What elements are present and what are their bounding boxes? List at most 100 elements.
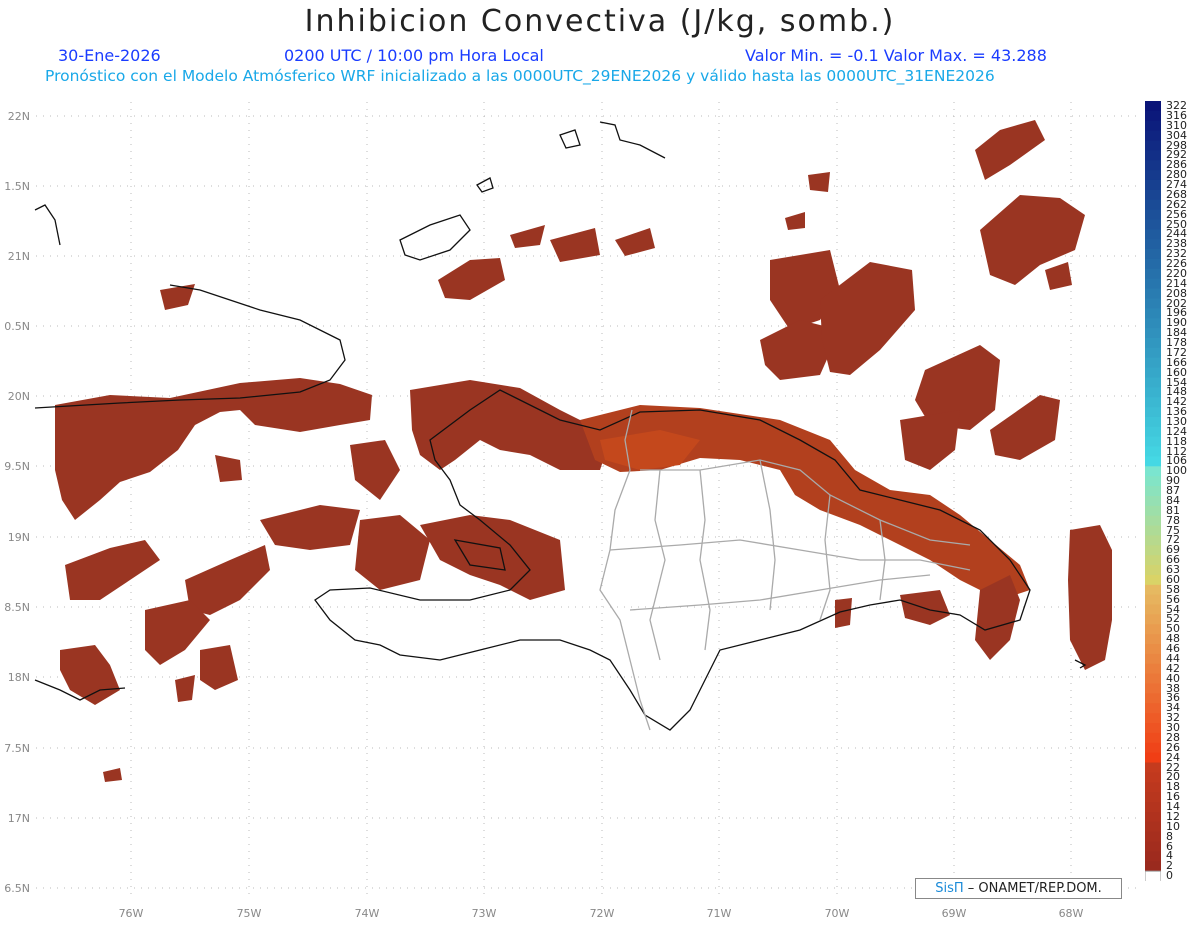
lat-label: 19N xyxy=(7,531,30,544)
colorbar-tick-label: 190 xyxy=(1166,316,1187,330)
colorbar-tick-label: 238 xyxy=(1166,237,1187,251)
colorbar-swatch xyxy=(1145,693,1161,704)
lat-label: 1.5N xyxy=(4,180,30,193)
colorbar-tick-label: 34 xyxy=(1166,701,1180,715)
colorbar-swatch xyxy=(1145,397,1161,408)
colorbar-swatch xyxy=(1145,782,1161,793)
credit-box: SisΠ – ONAMET/REP.DOM. xyxy=(915,878,1122,899)
colorbar-swatch xyxy=(1145,258,1161,270)
lat-label: 7.5N xyxy=(4,742,30,755)
colorbar-tick-label: 100 xyxy=(1166,464,1187,478)
cin-shading xyxy=(55,120,1112,782)
colorbar-swatch xyxy=(1145,199,1161,211)
colorbar-swatch xyxy=(1145,772,1161,783)
colorbar-tick-label: 14 xyxy=(1166,800,1180,813)
colorbar-tick-label: 38 xyxy=(1166,681,1180,695)
colorbar-swatch xyxy=(1145,495,1161,507)
lon-label: 70W xyxy=(824,907,850,920)
colorbar-tick-label: 72 xyxy=(1166,533,1180,547)
colorbar-tick-label: 166 xyxy=(1166,355,1187,369)
colorbar-swatch xyxy=(1145,298,1161,309)
colorbar-tick-label: 148 xyxy=(1166,385,1187,399)
colorbar-tick-label: 172 xyxy=(1166,345,1187,359)
colorbar-swatch xyxy=(1145,357,1161,369)
colorbar-tick-label: 232 xyxy=(1166,247,1187,261)
colorbar-swatch xyxy=(1145,505,1161,517)
colorbar-tick-label: 250 xyxy=(1166,217,1187,231)
colorbar-swatch xyxy=(1145,742,1161,754)
grid-lines xyxy=(36,102,1138,898)
colorbar-swatch xyxy=(1145,555,1161,566)
colorbar-tick-label: 322 xyxy=(1166,99,1187,112)
colorbar-tick-label: 256 xyxy=(1166,207,1187,221)
colorbar-swatch xyxy=(1145,466,1161,477)
colorbar-swatch xyxy=(1145,614,1161,625)
lon-label: 76W xyxy=(118,907,144,920)
colorbar-tick-label: 220 xyxy=(1166,266,1187,280)
lat-label: 17N xyxy=(7,812,30,825)
colorbar-swatch xyxy=(1145,347,1161,359)
colorbar-swatch xyxy=(1145,802,1161,813)
colorbar-tick-label: 226 xyxy=(1166,257,1187,270)
value-min-max: Valor Min. = -0.1 Valor Max. = 43.288 xyxy=(745,46,1047,65)
colorbar-tick-label: 52 xyxy=(1166,612,1180,626)
colorbar-tick-label: 118 xyxy=(1166,434,1187,448)
colorbar-swatch xyxy=(1145,288,1161,300)
colorbar-tick-label: 8 xyxy=(1166,829,1173,843)
colorbar-tick-label: 4 xyxy=(1166,849,1173,863)
colorbar-swatch xyxy=(1145,179,1161,191)
colorbar-tick-label: 56 xyxy=(1166,592,1180,606)
colorbar-swatch xyxy=(1145,644,1161,655)
lat-label: 21N xyxy=(7,250,30,263)
colorbar-tick-label: 214 xyxy=(1166,276,1187,290)
colorbar-tick-label: 60 xyxy=(1166,572,1180,586)
colorbar-swatch xyxy=(1145,594,1161,606)
colorbar-tick-label: 18 xyxy=(1166,780,1180,794)
colorbar-swatch xyxy=(1145,653,1161,665)
colorbar-swatch xyxy=(1145,851,1161,862)
credit-text: – ONAMET/REP.DOM. xyxy=(967,881,1102,896)
colorbar-tick-label: 36 xyxy=(1166,691,1180,705)
lat-label: 9.5N xyxy=(4,460,30,473)
lon-label: 69W xyxy=(941,907,967,920)
colorbar-swatch xyxy=(1145,229,1161,240)
colorbar-tick-label: 90 xyxy=(1166,474,1180,488)
colorbar-tick-label: 286 xyxy=(1166,158,1187,172)
province-borders xyxy=(599,409,971,731)
colorbar-tick-label: 280 xyxy=(1166,168,1187,182)
colorbar-swatch xyxy=(1145,792,1161,803)
colorbar-swatch xyxy=(1145,416,1161,428)
colorbar-swatch xyxy=(1145,318,1161,329)
colorbar-tick-label: 178 xyxy=(1166,336,1187,349)
colorbar-swatch xyxy=(1145,160,1161,171)
colorbar-swatch xyxy=(1145,130,1161,142)
colorbar-tick-label: 106 xyxy=(1166,454,1187,468)
colorbar-swatch xyxy=(1145,387,1161,398)
colorbar-tick-label: 268 xyxy=(1166,187,1187,201)
lon-label: 74W xyxy=(354,907,380,920)
colorbar-swatch xyxy=(1145,821,1161,833)
lon-label: 68W xyxy=(1058,907,1084,920)
colorbar-swatch xyxy=(1145,762,1161,773)
colorbar-tick-label: 48 xyxy=(1166,632,1180,646)
colorbar-swatch xyxy=(1145,634,1161,645)
colorbar-tick-label: 6 xyxy=(1166,839,1173,853)
lat-label: 8.5N xyxy=(4,601,30,614)
colorbar-swatch xyxy=(1145,110,1161,122)
lat-label: 6.5N xyxy=(4,882,30,895)
lat-label: 18N xyxy=(7,671,30,684)
colorbar-swatch xyxy=(1145,515,1161,527)
colorbar-swatch xyxy=(1145,870,1161,881)
colorbar-tick-label: 58 xyxy=(1166,582,1180,596)
colorbar-tick-label: 22 xyxy=(1166,760,1180,774)
colorbar-tick-label: 44 xyxy=(1166,651,1180,665)
lat-label: 0.5N xyxy=(4,320,30,333)
colorbar-tick-label: 136 xyxy=(1166,405,1187,419)
coastline xyxy=(34,121,1087,731)
colorbar-swatch xyxy=(1145,525,1161,537)
colorbar-tick-label: 50 xyxy=(1166,622,1180,636)
colorbar-swatch xyxy=(1145,811,1161,823)
colorbar-tick-label: 124 xyxy=(1166,424,1187,438)
colorbar-tick-label: 16 xyxy=(1166,790,1180,804)
